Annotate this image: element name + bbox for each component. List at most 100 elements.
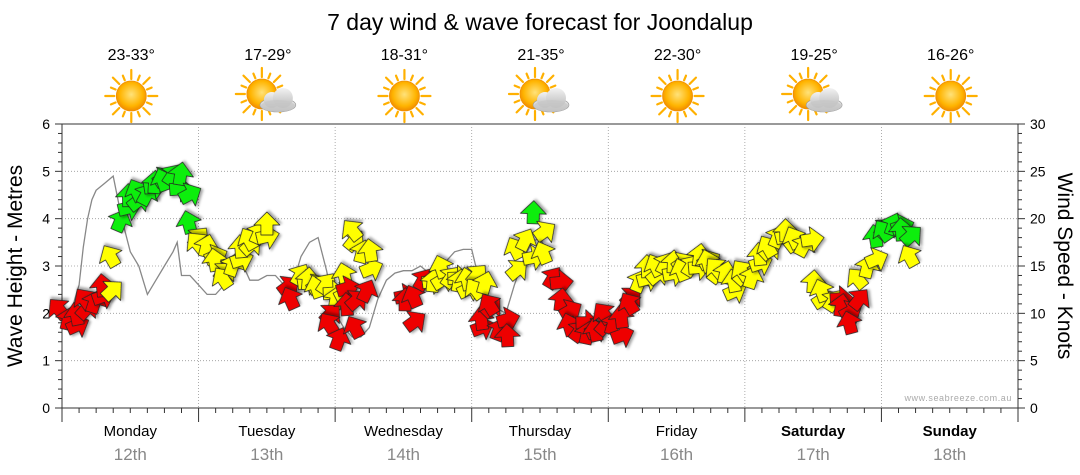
sun-ray [240,84,248,89]
sun-icon [650,68,705,124]
wind-arrow-low [618,292,642,317]
sun-ray [692,86,699,91]
sun-ray [383,86,390,91]
watermark: www.seabreeze.com.au [903,393,1012,403]
wind-arrow-shape [504,260,527,282]
sun-icon [377,68,432,124]
right-tick-label: 15 [1030,258,1046,274]
sun-ray [545,74,555,84]
cloud-shade [534,100,568,112]
sun-ray [692,101,699,106]
sun-ray [956,110,961,118]
day-header-row: 23-33° 17-29° 18-31° 21-35° 22-30° 19-25° 16-2… [104,47,978,124]
sun-ray [142,76,151,86]
right-tick-label: 10 [1030,305,1046,321]
sun-ray [961,76,971,86]
wind-arrow-shape [836,310,863,336]
left-tick-label: 3 [42,258,50,274]
wind-arrow-low [549,269,574,296]
wind-arrow-series [48,161,922,352]
wind-arrow-low [343,316,367,340]
wind-arrow-mid [532,220,556,243]
sun-ray [668,110,673,118]
left-tick-label: 4 [42,211,50,227]
sun-ray [813,72,818,80]
sun-ray [929,86,937,91]
sun-ray [145,86,153,91]
date-label: 14th [387,445,420,464]
date-label: 18th [933,445,966,464]
sun-disc [935,80,967,112]
wind-arrow-shape [898,226,921,248]
sun-ray [383,101,390,106]
sun-ray [240,99,248,104]
wind-arrow-shape [863,246,889,272]
sun-ray [136,110,141,118]
cloud-shape [805,88,843,113]
left-tick-label: 1 [42,353,50,369]
wind-arrow-shape [99,281,122,303]
wind-arrow-high [898,226,921,248]
left-tick-label: 6 [42,116,50,132]
date-label: 15th [523,445,556,464]
sun-ray [822,84,830,89]
sun-disc [389,80,420,112]
sun-ray [384,106,394,116]
wind-arrow-shape [618,292,642,317]
sun-ray [109,101,117,106]
sun-ray [682,74,688,82]
x-axis: Monday 12th Tuesday 13th Wednesday 14th Thursd… [61,407,1019,464]
wind-arrow-mid [898,245,922,269]
sun-ray [415,76,424,86]
wind-arrow-shape [800,226,825,253]
sun-ray [819,74,828,84]
sun-ray [525,108,530,116]
wind-arrow-high [177,182,202,207]
sun-ray [394,110,400,118]
sun-ray [668,74,673,82]
right-tick-label: 25 [1030,163,1046,179]
wind-arrow-shape [177,182,202,207]
sun-disc [662,80,693,112]
sun-cloud-icon [781,66,843,122]
sun-ray [267,72,272,80]
wind-arrow-shape [738,265,765,291]
wind-arrow-shape [341,220,364,243]
sun-ray [549,84,557,89]
wind-arrow-shape [354,279,379,304]
wind-arrow-shape [107,209,133,234]
left-tick-label: 5 [42,163,50,179]
wind-arrow-shape [513,228,538,253]
wind-arrow-shape [519,200,547,225]
sun-ray [142,106,151,116]
day-label: Monday [104,423,158,440]
wind-arrow-low [478,293,501,318]
wind-arrow-shape [402,310,426,333]
sun-ray [682,110,688,118]
sun-ray [515,104,525,114]
wind-arrow-shape [847,289,870,312]
wind-arrow-low [493,323,521,348]
wind-arrow-mid [738,265,765,291]
sun-cloud-icon [507,66,570,122]
wind-arrow-shape [253,211,281,236]
sun-ray [786,84,794,89]
temperature-label: 18-31° [381,47,428,64]
wind-arrow-mid [99,245,123,270]
wind-arrow-shape [317,313,341,337]
sun-ray [798,72,803,80]
sun-ray [136,74,141,82]
wind-arrow-shape [898,245,922,269]
sun-ray [788,104,798,114]
wind-arrow-shape [549,269,574,296]
sun-ray [788,74,798,84]
sun-ray [419,86,426,91]
wind-arrow-mid [253,211,281,236]
cloud-shade [807,100,842,112]
sun-ray [252,72,257,80]
sun-ray [931,76,940,86]
sun-ray [272,74,282,84]
sun-cloud-icon [234,66,297,122]
sun-ray [929,101,937,106]
